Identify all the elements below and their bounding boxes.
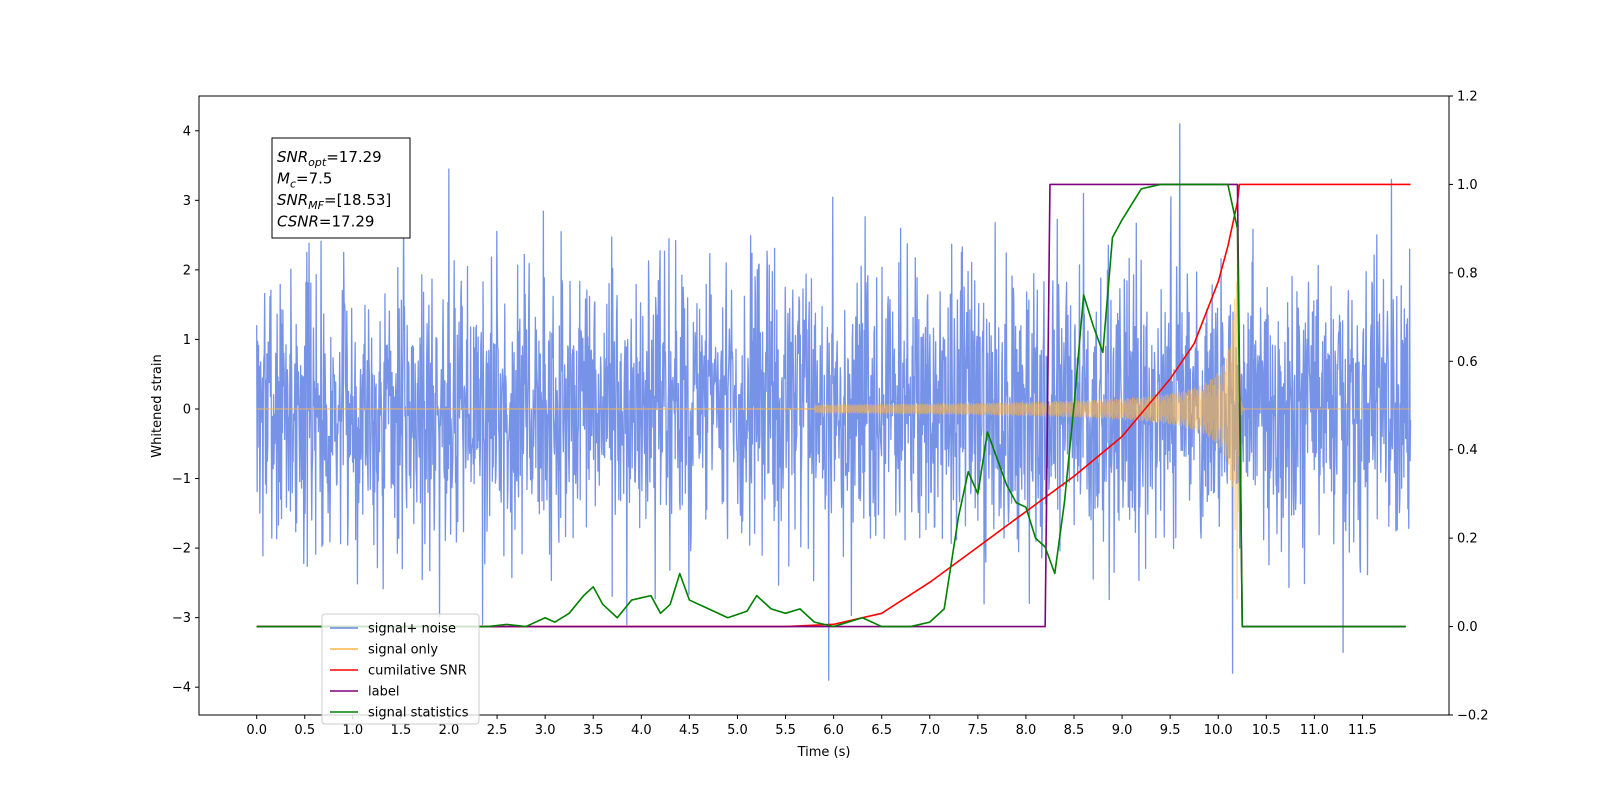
series-signal-noise [256, 123, 1412, 681]
info-line-value: =7.5 [296, 170, 332, 188]
info-line-subscript: c [290, 178, 296, 191]
x-tick-label: 7.0 [919, 723, 940, 738]
info-line: Mc=7.5 [277, 170, 332, 191]
y2-tick-label: 0.0 [1457, 620, 1478, 635]
x-tick-label: 7.5 [968, 723, 989, 738]
y-tick-label: −2 [172, 542, 191, 557]
info-line: SNRMF=[18.53] [277, 191, 391, 212]
x-tick-label: 6.0 [823, 723, 844, 738]
info-line-symbol: M [277, 170, 290, 188]
x-tick-label: 4.0 [631, 723, 652, 738]
x-tick-label: 8.5 [1064, 723, 1085, 738]
plot-frame [198, 95, 1450, 716]
y-tick-label: 4 [183, 124, 191, 139]
x-axis-label: Time (s) [797, 745, 851, 760]
x-tick-label: 2.0 [439, 723, 460, 738]
y-tick-label: 0 [183, 402, 191, 417]
info-line-value: =[18.53] [324, 191, 391, 209]
x-tick-label: 1.5 [391, 723, 412, 738]
x-tick-label: 0.5 [294, 723, 315, 738]
series-signal-statistics [256, 183, 1406, 628]
x-tick-label: 2.5 [487, 723, 508, 738]
x-tick-label: 3.0 [535, 723, 556, 738]
legend: signal+ noise signal only cumilative SNR la… [321, 613, 480, 725]
y-tick-label: 1 [183, 333, 191, 348]
y-tick-label: 2 [183, 263, 191, 278]
y2-tick-label: 1.2 [1457, 90, 1478, 105]
y2-tick-label: 0.8 [1457, 266, 1478, 281]
info-line-value: =17.29 [319, 213, 375, 231]
info-box: SNRopt=17.29Mc=7.5SNRMF=[18.53]CSNR=17.2… [271, 137, 411, 239]
info-line: SNRopt=17.29 [277, 148, 382, 169]
legend-label-cumilative-snr: cumilative SNR [368, 664, 467, 679]
y-tick-label: −4 [172, 681, 191, 696]
x-tick-label: 8.0 [1016, 723, 1037, 738]
x-tick-label: 9.5 [1160, 723, 1181, 738]
info-line-symbol: CSNR [277, 213, 319, 231]
y2-tick-label: 0.6 [1457, 355, 1478, 370]
y-tick-label: −1 [172, 472, 191, 487]
x-tick-label: 1.0 [343, 723, 364, 738]
x-tick-label: 0.0 [246, 723, 267, 738]
y-tick-label: 3 [183, 194, 191, 209]
info-line-subscript: opt [308, 156, 327, 169]
info-line-symbol: SNR [277, 191, 308, 209]
info-line-subscript: MF [308, 199, 324, 212]
x-tick-label: 9.0 [1112, 723, 1133, 738]
x-tick-label: 11.5 [1348, 723, 1377, 738]
x-tick-label: 5.5 [775, 723, 796, 738]
y2-tick-label: −0.2 [1457, 709, 1489, 724]
y2-tick-label: 0.4 [1457, 443, 1478, 458]
x-tick-label: 6.5 [871, 723, 892, 738]
y-axis-label: Whitened strain [150, 354, 165, 457]
x-tick-label: 11.0 [1300, 723, 1329, 738]
x-tick-label: 10.0 [1204, 723, 1233, 738]
y2-tick-label: 0.2 [1457, 532, 1478, 547]
legend-label-signal-noise: signal+ noise [368, 622, 456, 637]
info-line-value: =17.29 [326, 148, 382, 166]
legend-label-label: label [368, 685, 399, 700]
y-tick-label: −3 [172, 611, 191, 626]
x-tick-label: 3.5 [583, 723, 604, 738]
x-tick-label: 4.5 [679, 723, 700, 738]
x-tick-label: 5.0 [727, 723, 748, 738]
y2-tick-label: 1.0 [1457, 178, 1478, 193]
legend-label-signal-only: signal only [368, 643, 438, 658]
legend-label-signal-statistics: signal statistics [368, 706, 469, 721]
info-line: CSNR=17.29 [277, 213, 374, 231]
series-signal-only [256, 197, 1411, 600]
x-tick-label: 10.5 [1252, 723, 1281, 738]
info-line-symbol: SNR [277, 148, 308, 166]
